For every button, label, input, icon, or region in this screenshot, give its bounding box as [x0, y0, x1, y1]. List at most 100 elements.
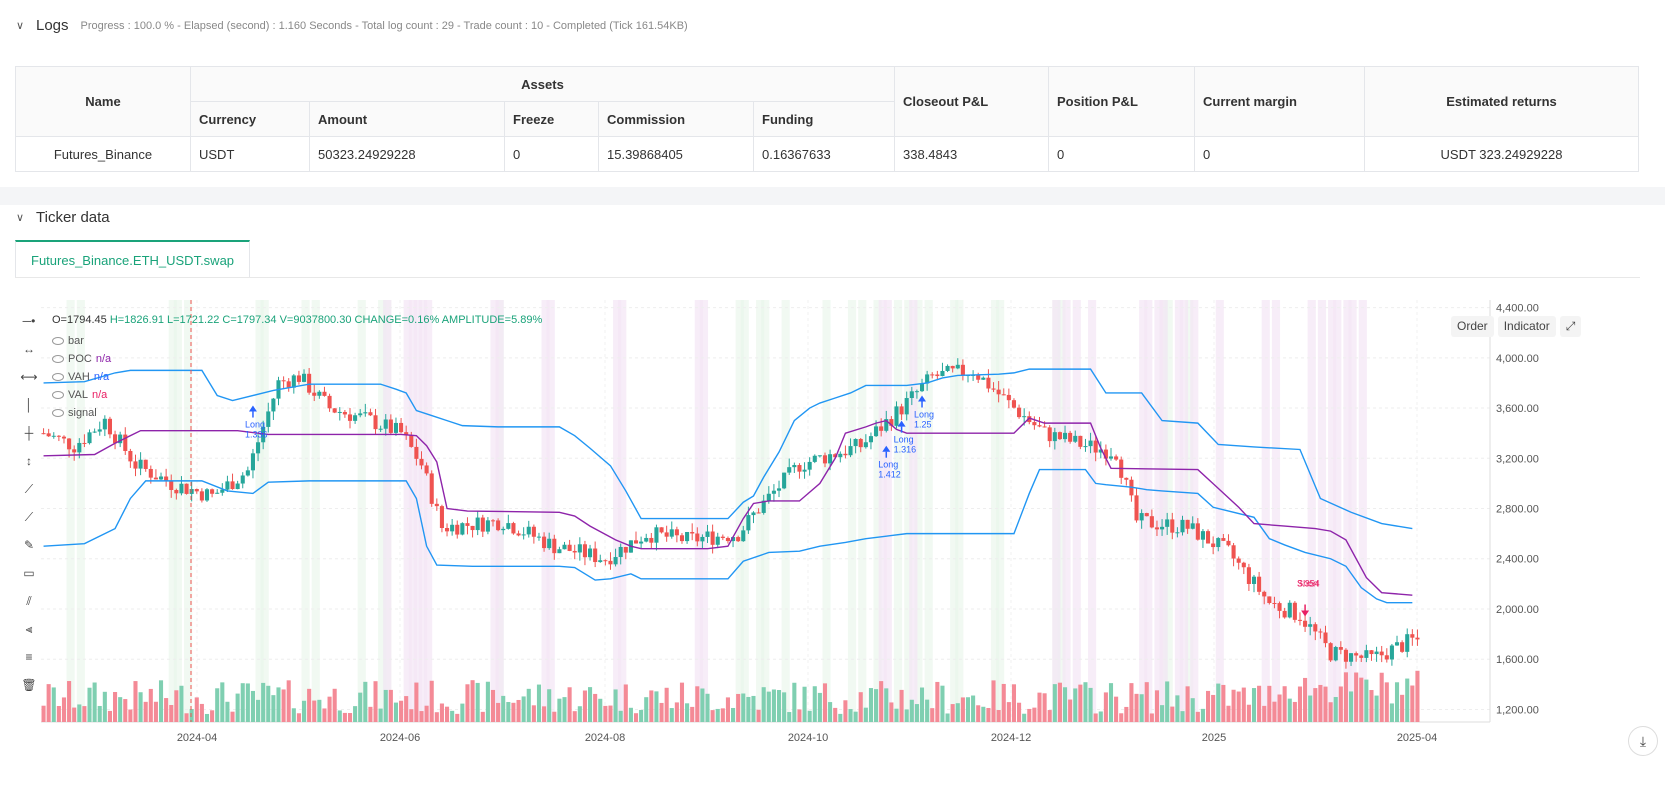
candle-body — [1359, 655, 1364, 658]
ohlc-change: CHANGE=0.16% — [354, 314, 440, 326]
candle-body — [332, 408, 337, 413]
volume-bar — [286, 680, 291, 722]
candle-body — [1267, 596, 1272, 604]
table-row: Futures_Binance USDT 50323.24929228 0 15… — [15, 136, 1639, 172]
candle-body — [184, 483, 189, 494]
volume-bar — [792, 682, 797, 722]
arrow-vertical-icon[interactable]: ↕ — [26, 454, 32, 468]
cross-line-icon[interactable]: ┼ — [24, 426, 34, 440]
volume-bar — [1379, 672, 1384, 722]
fib-icon[interactable]: ≡ — [25, 650, 33, 664]
price-chart[interactable]: 4,400.00 4,000.00 3,600.00 3,200.00 2,800.00… — [0, 300, 1665, 790]
candle-body — [1088, 440, 1093, 447]
volume-bar — [976, 705, 981, 722]
candle-body — [67, 438, 72, 450]
horizontal-line-icon[interactable]: ─• — [22, 314, 36, 328]
extended-line-icon[interactable]: ⟷ — [20, 370, 38, 384]
eye-icon[interactable] — [52, 373, 64, 382]
legend-item-signal[interactable]: signal — [52, 404, 111, 422]
volume-bar — [317, 699, 322, 722]
trash-icon[interactable]: 🗑 — [21, 678, 37, 692]
candle-body — [194, 489, 199, 492]
volume-bar — [644, 697, 649, 722]
volume-bar — [853, 711, 858, 722]
eye-icon[interactable] — [52, 355, 64, 364]
candle-body — [710, 531, 715, 545]
signal-band-green — [781, 300, 790, 722]
volume-bar — [557, 698, 562, 722]
candle-body — [751, 512, 756, 516]
expand-icon[interactable]: ⤢ — [1559, 316, 1582, 337]
volume-bar — [1282, 686, 1287, 722]
candle-body — [1241, 562, 1246, 568]
th-assets: Assets — [190, 66, 895, 102]
candle-body — [1149, 516, 1154, 528]
parallel-channel-icon[interactable]: ⫽ — [26, 593, 32, 608]
indicator-button[interactable]: Indicator — [1497, 316, 1556, 337]
ray-icon[interactable]: ↔ — [23, 342, 35, 356]
trend-line-icon[interactable]: ⟋ — [24, 481, 34, 496]
th-currency: Currency — [190, 101, 310, 137]
volume-bar — [1323, 686, 1328, 722]
value-area-low-line — [43, 468, 1413, 604]
candle-body — [1134, 495, 1139, 521]
legend-item-vah[interactable]: VAH n/a — [52, 368, 111, 386]
chevron-down-icon[interactable]: ∨ — [16, 20, 25, 32]
eye-icon[interactable] — [52, 409, 64, 418]
volume-bar — [567, 687, 572, 722]
candle-body — [286, 381, 291, 388]
volume-bar — [511, 702, 516, 722]
volume-bar — [220, 682, 225, 722]
trend-angle-icon[interactable]: ⟋ — [24, 509, 34, 524]
logs-summary: Progress : 100.0 % - Elapsed (second) : … — [80, 19, 688, 32]
legend-item-val[interactable]: VAL n/a — [52, 386, 111, 404]
candle-body — [858, 438, 863, 448]
volume-bar — [1154, 690, 1160, 722]
candle-body — [761, 500, 766, 513]
eye-icon[interactable] — [52, 337, 64, 346]
candle-body — [1185, 519, 1190, 529]
logs-header[interactable]: ∨ Logs Progress : 100.0 % - Elapsed (sec… — [16, 17, 688, 34]
candle-body — [919, 383, 925, 392]
vertical-line-icon[interactable]: │ — [25, 398, 33, 412]
pitchfork-icon[interactable]: ⫷ — [25, 621, 33, 636]
candle-body — [1333, 647, 1338, 661]
tab-eth-usdt-swap[interactable]: Futures_Binance.ETH_USDT.swap — [15, 240, 251, 278]
volume-bar — [1333, 697, 1338, 722]
candle-body — [1017, 407, 1022, 418]
candle-body — [1180, 519, 1185, 533]
pen-icon[interactable]: ✎ — [23, 538, 35, 552]
chevron-down-icon[interactable]: ∨ — [16, 212, 25, 224]
volume-bar — [1022, 713, 1027, 722]
candle-body — [1282, 610, 1287, 618]
candle-body — [77, 442, 82, 453]
eye-icon[interactable] — [52, 391, 64, 400]
tab-divider — [15, 277, 1640, 278]
volume-bar — [822, 683, 828, 722]
candle-body — [725, 537, 730, 542]
candle-body — [598, 560, 603, 563]
candle-body — [960, 364, 965, 376]
candle-body — [414, 446, 419, 459]
legend-item-poc[interactable]: POC n/a — [52, 350, 111, 368]
ticker-header[interactable]: ∨ Ticker data — [16, 209, 110, 226]
candle-body — [82, 442, 87, 444]
candle-body — [833, 454, 838, 458]
volume-bar — [184, 713, 189, 722]
volume-bar — [879, 681, 884, 722]
measure-icon[interactable]: ▭ — [23, 566, 35, 580]
volume-bar — [1037, 692, 1042, 722]
legend-value: n/a — [93, 371, 110, 383]
volume-bar — [986, 707, 991, 722]
candle-body — [1062, 432, 1068, 440]
volume-bar — [720, 708, 725, 722]
signal-band-green — [173, 300, 182, 722]
legend-item-bar[interactable]: bar — [52, 332, 111, 350]
candle-body — [1170, 519, 1175, 533]
candle-body — [312, 392, 317, 396]
volume-bar — [373, 681, 378, 722]
back-to-top-icon[interactable]: ⤓ — [1628, 726, 1658, 756]
volume-bar — [1088, 687, 1093, 722]
order-button[interactable]: Order — [1451, 316, 1494, 337]
candle-body — [863, 442, 868, 448]
